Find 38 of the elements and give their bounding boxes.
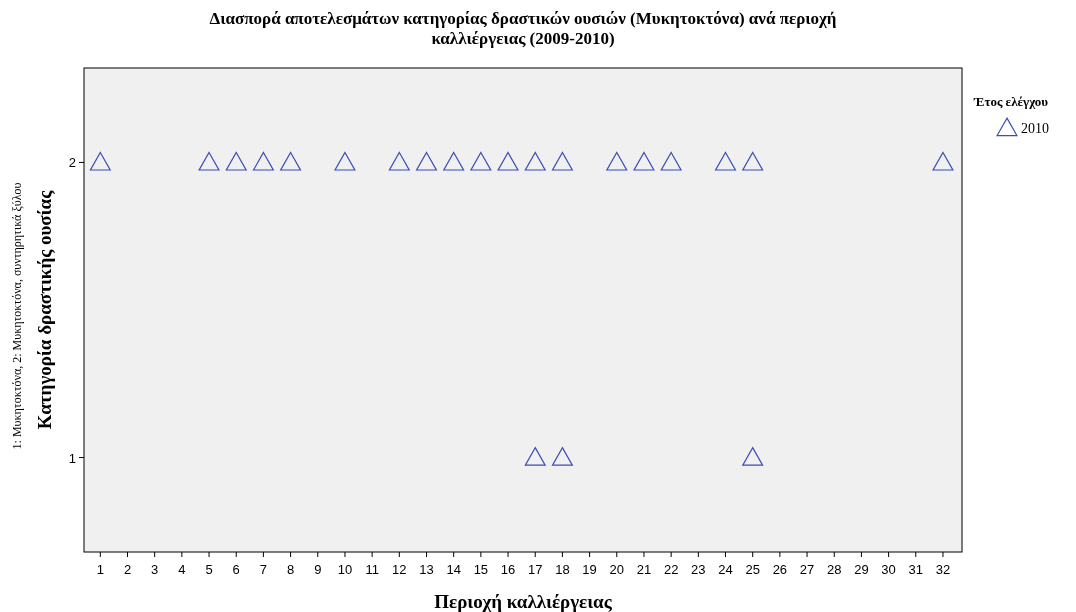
x-tick-label: 30 <box>881 562 896 577</box>
x-tick-label: 2 <box>123 562 132 577</box>
x-tick-label: 25 <box>745 562 760 577</box>
x-tick-label: 18 <box>555 562 570 577</box>
x-tick-label: 26 <box>772 562 788 577</box>
x-tick-label: 8 <box>286 562 295 577</box>
x-tick-label: 7 <box>259 562 268 577</box>
x-tick-label: 11 <box>365 562 379 577</box>
chart-title: Διασπορά αποτελεσμάτων κατηγορίας δραστικών ουσιών (Μυκητοκτόνα) ανά περιοχή καλλιέργειας (2009-2010) <box>209 9 837 48</box>
x-tick-label: 3 <box>151 562 159 577</box>
x-tick-label: 16 <box>500 562 516 577</box>
x-tick-label: 23 <box>691 562 706 577</box>
x-tick-label: 22 <box>663 562 679 577</box>
y-axis-title: Κατηγορία δραστικής ουσίας <box>34 189 55 430</box>
x-tick-label: 15 <box>473 562 489 577</box>
x-tick-label: 27 <box>799 562 815 577</box>
x-tick-label: 17 <box>528 562 543 577</box>
text: 1: Μυκητοκτόνα, 2: Μυκητοκτόνα, συντηρητικά ξύλου <box>10 182 24 450</box>
x-tick-label: 12 <box>392 562 407 577</box>
x-tick-label: 4 <box>178 562 186 577</box>
x-tick-label: 32 <box>935 562 951 577</box>
x-axis-title: Περιοχή καλλιέργειας <box>434 591 613 612</box>
x-tick-label: 13 <box>419 562 434 577</box>
x-tick-label: 6 <box>232 562 240 577</box>
x-tick-label: 10 <box>337 562 353 577</box>
x-tick-label: 5 <box>205 562 213 577</box>
x-tick-label: 19 <box>582 562 597 577</box>
x-tick-label: 20 <box>609 562 625 577</box>
x-tick-label: 24 <box>718 562 733 577</box>
x-tick-label: 21 <box>636 562 652 577</box>
x-tick-label: 31 <box>908 562 924 577</box>
x-tick-label: 29 <box>854 562 869 577</box>
legend-title: Έτος ελέγχου <box>973 94 1049 109</box>
x-tick-label: 9 <box>314 562 322 577</box>
legend-label: 2010 <box>1021 121 1049 136</box>
x-tick-label: 1 <box>96 562 104 577</box>
x-tick-label: 28 <box>827 562 842 577</box>
x-tick-label: 14 <box>446 562 461 577</box>
